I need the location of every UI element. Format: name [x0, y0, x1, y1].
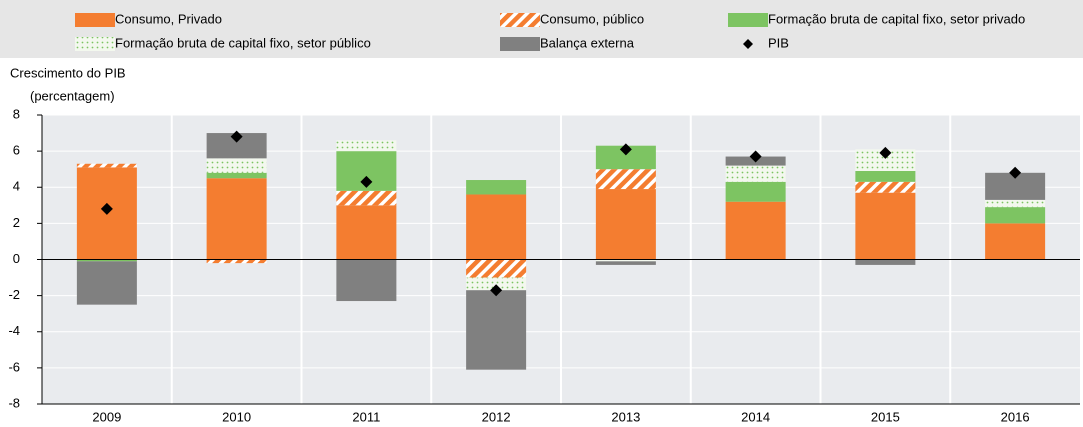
- bar-segment: [336, 259, 397, 302]
- legend-label: PIB: [768, 35, 789, 50]
- bar-segment: [206, 158, 267, 173]
- legend-label: Formação bruta de capital fixo, setor pú…: [115, 35, 371, 50]
- y-tick-label: -6: [8, 359, 20, 374]
- legend-label: Consumo, público: [540, 11, 644, 26]
- bar-segment: [595, 259, 656, 262]
- legend-marker: [743, 39, 753, 49]
- bar-segment: [985, 207, 1046, 224]
- gdp-marker: [619, 143, 632, 156]
- y-tick-label: 2: [13, 215, 20, 230]
- bar-segment: [466, 259, 527, 278]
- legend-label: Balança externa: [540, 35, 635, 50]
- y-tick-label: 4: [13, 179, 20, 194]
- legend-swatch: [75, 13, 115, 27]
- bar-segment: [595, 169, 656, 190]
- x-tick-label: 2014: [741, 409, 770, 424]
- bar-segment: [206, 259, 267, 264]
- bar-segment: [336, 140, 397, 152]
- legend-swatch: [728, 13, 768, 27]
- x-tick-label: 2015: [871, 409, 900, 424]
- y-tick-label: 6: [13, 143, 20, 158]
- gdp-marker: [1009, 166, 1022, 179]
- bar-segment: [206, 178, 267, 260]
- bar-segment: [985, 223, 1046, 260]
- bar-segment: [466, 277, 527, 291]
- x-tick-label: 2012: [482, 409, 511, 424]
- x-tick-label: 2011: [352, 409, 380, 424]
- bar-segment: [855, 259, 916, 265]
- gdp-marker: [100, 202, 113, 215]
- bar-segment: [595, 189, 656, 260]
- legend-label: Consumo, Privado: [115, 11, 222, 26]
- bar-segment: [855, 192, 916, 260]
- legend-swatch: [500, 37, 540, 51]
- bar-segment: [336, 205, 397, 260]
- legend-label: Formação bruta de capital fixo, setor pr…: [768, 11, 1025, 26]
- x-tick-label: 2009: [92, 409, 121, 424]
- y-tick-label: 8: [13, 106, 20, 121]
- y-tick-label: 0: [13, 251, 20, 266]
- y-tick-label: -4: [8, 323, 20, 338]
- bar-segment: [725, 201, 786, 260]
- bar-segment: [206, 172, 267, 179]
- y-tick-label: -2: [8, 287, 20, 302]
- gdp-marker: [490, 284, 503, 297]
- bar-segment: [595, 261, 656, 265]
- x-tick-label: 2016: [1001, 409, 1030, 424]
- bar-segment: [466, 290, 527, 370]
- bar-segment: [466, 180, 527, 195]
- gdp-marker: [879, 146, 892, 159]
- bar-segment: [855, 149, 916, 171]
- bar-segment: [725, 165, 786, 182]
- bar-segment: [76, 163, 137, 168]
- bar-segment: [855, 170, 916, 182]
- y-tick-label: -8: [8, 395, 20, 410]
- x-tick-label: 2010: [222, 409, 251, 424]
- gdp-marker: [360, 175, 373, 188]
- x-tick-label: 2013: [611, 409, 640, 424]
- y-axis-title: (percentagem): [30, 88, 115, 103]
- bar-segment: [76, 259, 137, 262]
- gdp-marker: [230, 130, 243, 143]
- bar-segment: [336, 190, 397, 206]
- bar-segment: [725, 181, 786, 202]
- bar-segment: [76, 261, 137, 305]
- y-axis-title: Crescimento do PIB: [10, 65, 126, 80]
- legend-swatch: [75, 37, 115, 51]
- legend-swatch: [500, 13, 540, 27]
- bar-segment: [466, 194, 527, 260]
- bar-segment: [855, 181, 916, 193]
- legend-background: [0, 0, 1083, 58]
- bar-segment: [595, 145, 656, 170]
- gdp-marker: [749, 150, 762, 163]
- bar-segment: [985, 199, 1046, 208]
